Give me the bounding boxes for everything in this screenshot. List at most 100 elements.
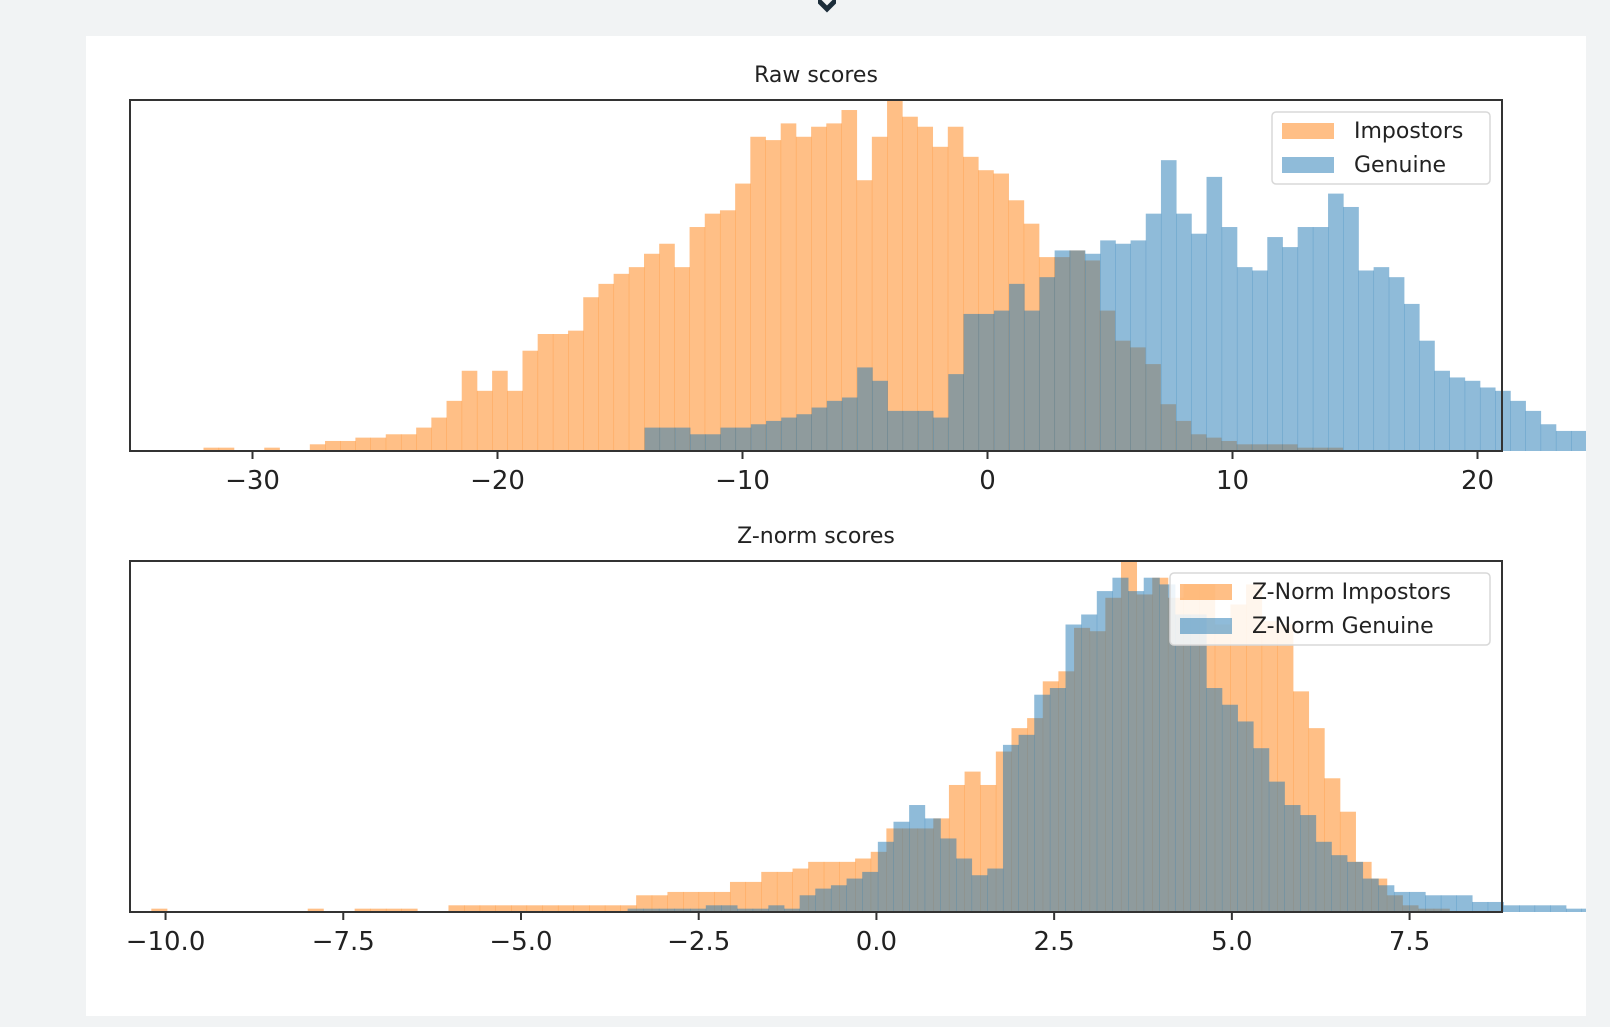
panel-z-norm-scores: Z-norm scores −10.0 −7.5 −5.0 −2.5 0.0 2.5 5.0… bbox=[126, 524, 1610, 957]
bar-z-norm-genuine-61 bbox=[1581, 908, 1598, 912]
bar-z-norm-genuine-29 bbox=[1081, 614, 1098, 912]
bar-impostors-46 bbox=[902, 116, 918, 452]
bar-z-norm-genuine-30 bbox=[1096, 591, 1113, 912]
bar-z-norm-genuine-53 bbox=[1456, 895, 1473, 912]
bar-impostors-23 bbox=[552, 334, 569, 451]
x-tick-label-4: 0.0 bbox=[856, 927, 897, 957]
bar-impostors-13 bbox=[400, 434, 417, 451]
bar-impostors-11 bbox=[370, 437, 387, 451]
bar-genuine-52 bbox=[1434, 370, 1450, 451]
bar-genuine-1 bbox=[659, 427, 676, 451]
legend-z-norm-scores: Z-Norm Impostors Z-Norm Genuine bbox=[1169, 572, 1491, 646]
bar-genuine-30 bbox=[1100, 240, 1116, 451]
bar-impostors-24 bbox=[568, 330, 584, 451]
bar-genuine-22 bbox=[978, 313, 995, 451]
bar-genuine-53 bbox=[1449, 377, 1466, 451]
bar-genuine-33 bbox=[1145, 213, 1162, 451]
bar-genuine-43 bbox=[1297, 227, 1314, 451]
bar-z-norm-genuine-44 bbox=[1315, 841, 1332, 912]
bar-z-norm-genuine-1 bbox=[643, 908, 660, 912]
bar-z-norm-genuine-25 bbox=[1018, 734, 1035, 912]
bar-z-norm-genuine-3 bbox=[674, 908, 691, 912]
bar-genuine-47 bbox=[1358, 270, 1375, 451]
bar-z-norm-genuine-27 bbox=[1049, 688, 1066, 912]
bar-z-norm-genuine-48 bbox=[1378, 885, 1395, 912]
bar-genuine-26 bbox=[1039, 277, 1056, 451]
bar-z-norm-genuine-56 bbox=[1503, 905, 1520, 912]
bar-z-norm-genuine-54 bbox=[1472, 901, 1489, 912]
x-tick-label-4: 10 bbox=[1216, 466, 1249, 496]
bar-z-norm-genuine-2 bbox=[658, 908, 675, 912]
bar-impostors-25 bbox=[583, 297, 599, 451]
bar-impostors-41 bbox=[826, 123, 842, 452]
bar-z-norm-genuine-9 bbox=[768, 905, 785, 912]
x-tick-label-1: −7.5 bbox=[312, 927, 375, 957]
bar-genuine-12 bbox=[826, 400, 843, 451]
bar-impostors-20 bbox=[507, 390, 523, 451]
bar-genuine-20 bbox=[948, 374, 964, 451]
bar-z-norm-genuine-15 bbox=[862, 871, 879, 912]
bar-impostors-36 bbox=[750, 136, 766, 451]
figure: Raw scores −30 −20 −10 0 10 20 Impostors Genui… bbox=[86, 36, 1610, 1016]
bar-z-norm-impostors-26 bbox=[557, 905, 574, 912]
bar-z-norm-genuine-17 bbox=[893, 821, 910, 912]
bar-genuine-27 bbox=[1054, 250, 1071, 451]
bar-genuine-16 bbox=[887, 410, 904, 451]
bar-z-norm-impostors-21 bbox=[479, 905, 496, 912]
bar-genuine-48 bbox=[1373, 267, 1390, 451]
bar-z-norm-genuine-7 bbox=[737, 908, 754, 912]
x-tick-label-0: −10.0 bbox=[126, 927, 206, 957]
x-tick-label-5: 20 bbox=[1461, 466, 1494, 496]
x-tick-label-2: −10 bbox=[715, 466, 770, 496]
bar-genuine-4 bbox=[705, 434, 721, 451]
bar-impostors-33 bbox=[704, 213, 721, 451]
bar-z-norm-genuine-38 bbox=[1221, 704, 1238, 912]
bar-impostors-49 bbox=[947, 126, 964, 452]
bar-impostors-38 bbox=[780, 123, 797, 452]
axes-frame-raw bbox=[129, 99, 1503, 452]
bar-impostors-34 bbox=[719, 210, 736, 451]
bar-impostors-22 bbox=[537, 334, 554, 451]
title-raw-scores: Raw scores bbox=[754, 63, 878, 88]
bar-impostors-42 bbox=[841, 110, 858, 451]
bar-z-norm-genuine-14 bbox=[846, 878, 863, 912]
bar-z-norm-genuine-40 bbox=[1253, 748, 1270, 912]
bar-z-norm-genuine-19 bbox=[924, 818, 941, 912]
bar-z-norm-genuine-23 bbox=[987, 868, 1004, 912]
bar-z-norm-genuine-18 bbox=[909, 805, 926, 912]
bar-genuine-57 bbox=[1510, 400, 1526, 451]
legend-label-impostors: Impostors bbox=[1354, 119, 1463, 144]
bar-z-norm-impostors-27 bbox=[573, 905, 590, 912]
bar-z-norm-impostors-15 bbox=[385, 908, 402, 912]
bar-z-norm-impostors-40 bbox=[776, 871, 793, 912]
bar-impostors-30 bbox=[659, 243, 675, 451]
bar-genuine-19 bbox=[933, 417, 949, 451]
legend-swatch-genuine bbox=[1282, 157, 1334, 173]
bar-z-norm-impostors-14 bbox=[370, 908, 387, 912]
bar-z-norm-impostors-32 bbox=[651, 895, 668, 912]
bar-genuine-6 bbox=[735, 427, 752, 451]
bar-z-norm-impostors-39 bbox=[761, 871, 778, 912]
bar-z-norm-genuine-41 bbox=[1268, 781, 1285, 912]
bar-genuine-13 bbox=[841, 397, 858, 451]
bar-genuine-0 bbox=[644, 427, 661, 451]
bar-genuine-32 bbox=[1130, 240, 1147, 451]
bar-z-norm-impostors-30 bbox=[620, 905, 637, 912]
bar-z-norm-genuine-49 bbox=[1393, 891, 1410, 912]
bar-genuine-60 bbox=[1555, 430, 1572, 451]
bar-z-norm-genuine-24 bbox=[1002, 744, 1019, 912]
bar-z-norm-genuine-12 bbox=[815, 888, 832, 912]
bar-z-norm-genuine-55 bbox=[1487, 901, 1504, 912]
bar-z-norm-genuine-13 bbox=[830, 885, 847, 912]
bar-impostors-12 bbox=[385, 434, 402, 451]
bar-z-norm-impostors-16 bbox=[401, 908, 418, 912]
bar-z-norm-genuine-28 bbox=[1065, 624, 1082, 912]
bar-genuine-59 bbox=[1540, 424, 1557, 451]
bar-z-norm-genuine-47 bbox=[1362, 878, 1379, 912]
bar-z-norm-genuine-34 bbox=[1159, 584, 1176, 912]
bar-impostors-28 bbox=[628, 267, 645, 451]
x-tick-label-7: 7.5 bbox=[1389, 927, 1430, 957]
bar-z-norm-genuine-57 bbox=[1519, 905, 1536, 912]
bar-genuine-46 bbox=[1343, 206, 1359, 451]
bar-impostors-16 bbox=[446, 400, 463, 451]
